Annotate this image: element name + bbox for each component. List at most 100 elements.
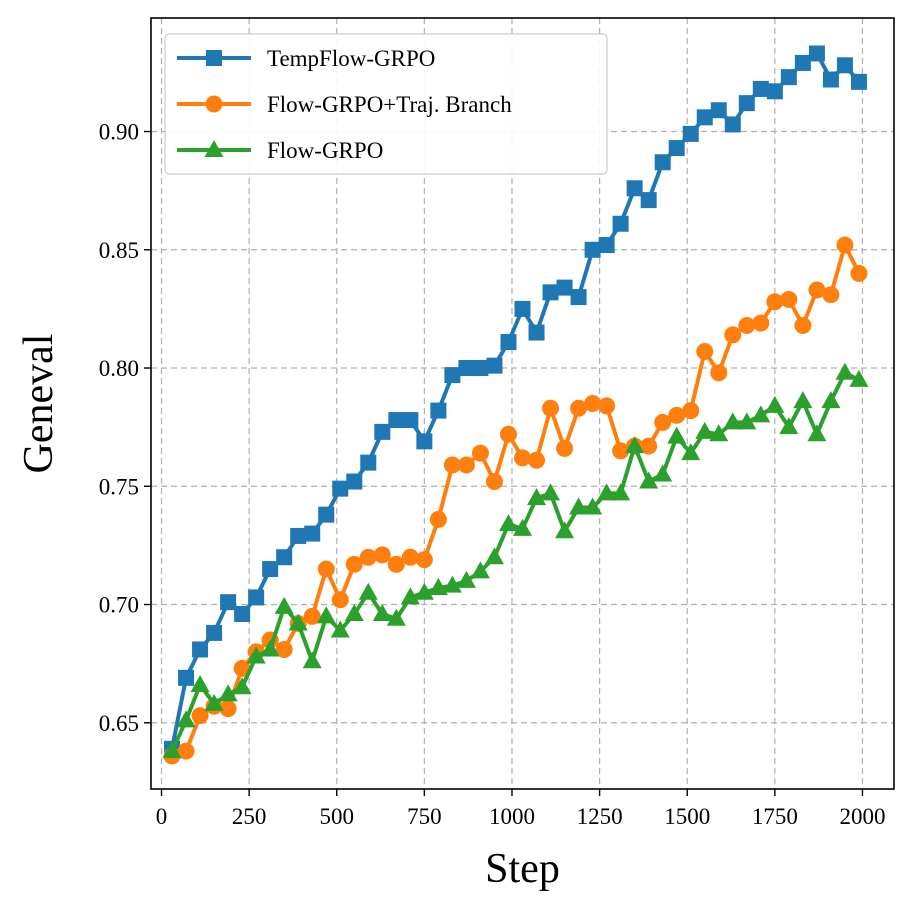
data-point — [780, 290, 798, 308]
data-point — [695, 421, 715, 439]
data-point — [456, 570, 476, 588]
data-point — [288, 613, 308, 631]
data-point — [400, 587, 420, 605]
data-point — [807, 424, 827, 442]
data-point — [541, 483, 561, 501]
data-point — [457, 456, 475, 474]
data-point — [443, 456, 461, 474]
x-tick-label: 500 — [320, 804, 355, 829]
x-tick-label: 250 — [232, 804, 267, 829]
data-point — [499, 425, 517, 443]
data-point — [500, 334, 517, 351]
legend-entry: TempFlow-GRPO — [177, 46, 435, 71]
data-point — [302, 651, 322, 669]
data-point — [583, 497, 603, 515]
data-point — [346, 473, 363, 490]
data-point — [737, 412, 757, 430]
data-point — [234, 605, 251, 622]
y-tick-label: 0.65 — [99, 711, 139, 736]
data-point — [738, 316, 756, 334]
data-point — [232, 677, 252, 695]
data-point — [850, 73, 867, 90]
data-point — [344, 603, 364, 621]
data-point — [542, 284, 559, 301]
y-tick-label: 0.90 — [99, 120, 139, 145]
data-point — [331, 591, 349, 609]
data-point — [612, 215, 629, 232]
data-point — [667, 426, 687, 444]
data-point — [513, 518, 532, 536]
data-point — [359, 548, 377, 566]
legend-label: TempFlow-GRPO — [267, 46, 435, 71]
data-point — [836, 236, 854, 254]
y-tick-label: 0.70 — [99, 593, 139, 618]
data-point — [808, 45, 825, 62]
y-tick-label: 0.80 — [99, 356, 139, 381]
data-point — [317, 560, 335, 578]
data-point — [696, 342, 714, 360]
x-tick-label: 750 — [407, 804, 442, 829]
data-point — [542, 399, 560, 417]
data-point — [332, 480, 349, 497]
data-point — [218, 684, 238, 702]
data-point — [724, 326, 742, 344]
data-point — [428, 577, 448, 595]
data-point — [388, 412, 405, 429]
data-point — [723, 412, 743, 430]
data-point — [360, 454, 377, 471]
axes: 0 250 500 750 1000 1250 1500 1750 2000 0.65 0.70 0.… — [99, 120, 886, 829]
data-point — [654, 413, 672, 431]
x-axis-label: Step — [485, 846, 560, 892]
data-point — [472, 360, 489, 377]
data-point — [262, 561, 279, 578]
data-point — [401, 548, 419, 566]
data-point — [779, 417, 799, 435]
data-point — [555, 521, 575, 539]
series-0 — [164, 45, 867, 757]
legend-marker — [204, 140, 224, 157]
data-point — [528, 451, 546, 469]
data-point — [681, 443, 701, 461]
data-point — [178, 669, 195, 686]
data-point — [233, 659, 251, 677]
data-point — [751, 405, 771, 423]
data-point — [709, 424, 729, 442]
data-point — [765, 395, 785, 413]
data-point — [835, 362, 855, 380]
data-point — [556, 439, 574, 457]
y-tick-label: 0.75 — [99, 474, 139, 499]
data-point — [486, 357, 503, 374]
data-point — [570, 399, 588, 417]
data-point — [569, 497, 589, 515]
data-point — [556, 279, 573, 296]
x-tick-label: 1500 — [664, 804, 710, 829]
data-point — [668, 406, 686, 424]
data-point — [345, 555, 363, 573]
data-point — [458, 360, 475, 377]
data-point — [190, 674, 210, 692]
data-point — [219, 700, 237, 718]
data-point — [527, 488, 547, 506]
data-point — [220, 594, 237, 611]
x-tick-label: 2000 — [839, 804, 885, 829]
data-point — [430, 402, 447, 419]
legend-label: Flow-GRPO — [267, 138, 383, 163]
data-point — [598, 237, 615, 254]
data-point — [275, 640, 293, 658]
data-point — [206, 624, 223, 641]
legend-label: Flow-GRPO+Traj. Branch — [267, 92, 512, 117]
data-point — [682, 125, 699, 142]
data-point — [612, 442, 630, 460]
data-point — [654, 154, 671, 171]
data-point — [766, 293, 784, 311]
data-point — [192, 641, 209, 658]
series-2 — [162, 362, 869, 759]
data-point — [304, 525, 321, 542]
y-tick-label: 0.85 — [99, 238, 139, 263]
data-point — [639, 471, 659, 489]
data-point — [429, 510, 447, 528]
data-point — [625, 436, 645, 454]
data-point — [162, 741, 182, 759]
data-point — [752, 80, 769, 97]
data-point — [794, 316, 812, 334]
